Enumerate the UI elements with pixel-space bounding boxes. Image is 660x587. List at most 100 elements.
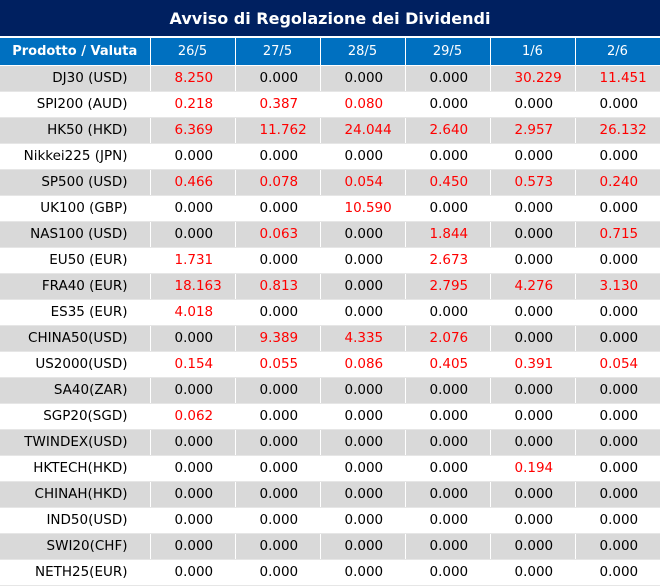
dividend-value-cell: 1.844: [405, 221, 491, 248]
dividend-value-cell: 0.063: [235, 221, 321, 248]
dividend-value-cell: 0.000: [320, 65, 406, 92]
table-row: HKTECH(HKD) 0.000 0.000 0.000 0.000 0.194 0.00…: [0, 455, 660, 482]
dividend-value-cell: 0.387: [235, 91, 321, 118]
dividend-value-cell: 0.000: [405, 455, 491, 482]
dividend-value-cell: 0.000: [150, 533, 236, 560]
product-name-cell: TWINDEX(USD): [0, 429, 151, 456]
dividend-value-cell: 8.250: [150, 65, 236, 92]
header-row: Prodotto / Valuta 26/5 27/5 28/5 29/5 1/…: [0, 38, 660, 66]
dividend-value-cell: 0.000: [320, 247, 406, 274]
dividend-value-cell: 0.000: [235, 455, 321, 482]
dividend-value-cell: 0.000: [320, 429, 406, 456]
dividend-value-cell: 0.000: [575, 507, 660, 534]
dividend-value-cell: 0.000: [490, 403, 576, 430]
dividend-value-cell: 3.130: [575, 273, 660, 300]
dividend-value-cell: 0.000: [405, 377, 491, 404]
dividend-value-cell: 0.000: [150, 325, 236, 352]
dividend-value-cell: 0.000: [575, 429, 660, 456]
dividend-value-cell: 0.055: [235, 351, 321, 378]
dividend-value-cell: 4.276: [490, 273, 576, 300]
table-row: Nikkei225 (JPN) 0.000 0.000 0.000 0.000 0.000…: [0, 143, 660, 170]
dividend-value-cell: 0.000: [490, 195, 576, 222]
dividend-value-cell: 0.054: [575, 351, 660, 378]
dividend-value-cell: 0.054: [320, 169, 406, 196]
dividend-value-cell: 0.000: [490, 533, 576, 560]
dividend-value-cell: 0.000: [150, 195, 236, 222]
dividend-value-cell: 0.000: [320, 559, 406, 586]
table-row: SA40(ZAR) 0.000 0.000 0.000 0.000 0.000 0.000: [0, 377, 660, 404]
dividend-value-cell: 0.466: [150, 169, 236, 196]
table-header: Prodotto / Valuta 26/5 27/5 28/5 29/5 1/…: [0, 38, 660, 66]
dividend-value-cell: 0.000: [575, 481, 660, 508]
dividend-value-cell: 0.000: [490, 377, 576, 404]
product-name-cell: HKTECH(HKD): [0, 455, 151, 482]
dividend-value-cell: 0.000: [235, 429, 321, 456]
dividend-value-cell: 6.369: [150, 117, 236, 144]
dividend-value-cell: 0.000: [575, 403, 660, 430]
dividend-value-cell: 0.000: [405, 299, 491, 326]
dividend-value-cell: 0.000: [320, 455, 406, 482]
dividend-value-cell: 0.573: [490, 169, 576, 196]
product-name-cell: SPI200 (AUD): [0, 91, 151, 118]
product-name-cell: US2000(USD): [0, 351, 151, 378]
header-date: 2/6: [575, 38, 660, 66]
dividend-value-cell: 0.000: [320, 273, 406, 300]
dividend-value-cell: 0.000: [320, 377, 406, 404]
dividend-value-cell: 11.451: [575, 65, 660, 92]
dividend-value-cell: 0.154: [150, 351, 236, 378]
dividend-value-cell: 0.080: [320, 91, 406, 118]
dividend-value-cell: 18.163: [150, 273, 236, 300]
dividend-value-cell: 0.000: [235, 403, 321, 430]
table-row: SWI20(CHF) 0.000 0.000 0.000 0.000 0.000 0.000: [0, 533, 660, 560]
dividend-value-cell: 2.076: [405, 325, 491, 352]
dividend-value-cell: 0.000: [405, 507, 491, 534]
dividend-value-cell: 0.000: [490, 221, 576, 248]
dividend-value-cell: 0.000: [405, 195, 491, 222]
dividend-value-cell: 0.000: [235, 65, 321, 92]
dividend-value-cell: 0.000: [150, 429, 236, 456]
dividend-value-cell: 0.391: [490, 351, 576, 378]
dividend-value-cell: 0.813: [235, 273, 321, 300]
dividend-value-cell: 0.000: [490, 429, 576, 456]
header-date: 28/5: [320, 38, 406, 66]
dividend-value-cell: 0.000: [150, 559, 236, 586]
dividend-value-cell: 0.000: [490, 481, 576, 508]
dividend-table: Prodotto / Valuta 26/5 27/5 28/5 29/5 1/…: [0, 38, 660, 586]
dividend-value-cell: 0.000: [405, 65, 491, 92]
table-row: SP500 (USD) 0.466 0.078 0.054 0.450 0.573 0.24…: [0, 169, 660, 196]
dividend-value-cell: 0.000: [150, 221, 236, 248]
table-row: EU50 (EUR) 1.731 0.000 0.000 2.673 0.000 0.000: [0, 247, 660, 274]
dividend-value-cell: 0.000: [235, 247, 321, 274]
dividend-value-cell: 0.000: [320, 481, 406, 508]
dividend-value-cell: 0.000: [405, 533, 491, 560]
dividend-value-cell: 0.000: [405, 481, 491, 508]
dividend-value-cell: 0.450: [405, 169, 491, 196]
dividend-value-cell: 0.000: [150, 377, 236, 404]
dividend-value-cell: 0.000: [150, 455, 236, 482]
dividend-value-cell: 0.000: [575, 299, 660, 326]
dividend-value-cell: 0.000: [405, 429, 491, 456]
dividend-value-cell: 9.389: [235, 325, 321, 352]
dividend-value-cell: 2.673: [405, 247, 491, 274]
dividend-value-cell: 0.000: [235, 507, 321, 534]
dividend-value-cell: 0.194: [490, 455, 576, 482]
dividend-value-cell: 0.000: [405, 91, 491, 118]
dividend-value-cell: 0.000: [575, 247, 660, 274]
dividend-value-cell: 0.000: [320, 299, 406, 326]
product-name-cell: SP500 (USD): [0, 169, 151, 196]
header-product-currency: Prodotto / Valuta: [0, 38, 151, 66]
dividend-value-cell: 0.000: [235, 143, 321, 170]
dividend-value-cell: 4.335: [320, 325, 406, 352]
dividend-value-cell: 0.000: [575, 143, 660, 170]
header-date: 1/6: [490, 38, 576, 66]
table-row: HK50 (HKD) 6.369 11.762 24.044 2.640 2.957 26.…: [0, 117, 660, 144]
dividend-value-cell: 2.640: [405, 117, 491, 144]
dividend-value-cell: 0.078: [235, 169, 321, 196]
dividend-value-cell: 0.000: [490, 247, 576, 274]
product-name-cell: SA40(ZAR): [0, 377, 151, 404]
dividend-value-cell: 0.218: [150, 91, 236, 118]
table-row: TWINDEX(USD) 0.000 0.000 0.000 0.000 0.000 0.0…: [0, 429, 660, 456]
dividend-value-cell: 0.000: [575, 91, 660, 118]
dividend-value-cell: 0.000: [320, 221, 406, 248]
